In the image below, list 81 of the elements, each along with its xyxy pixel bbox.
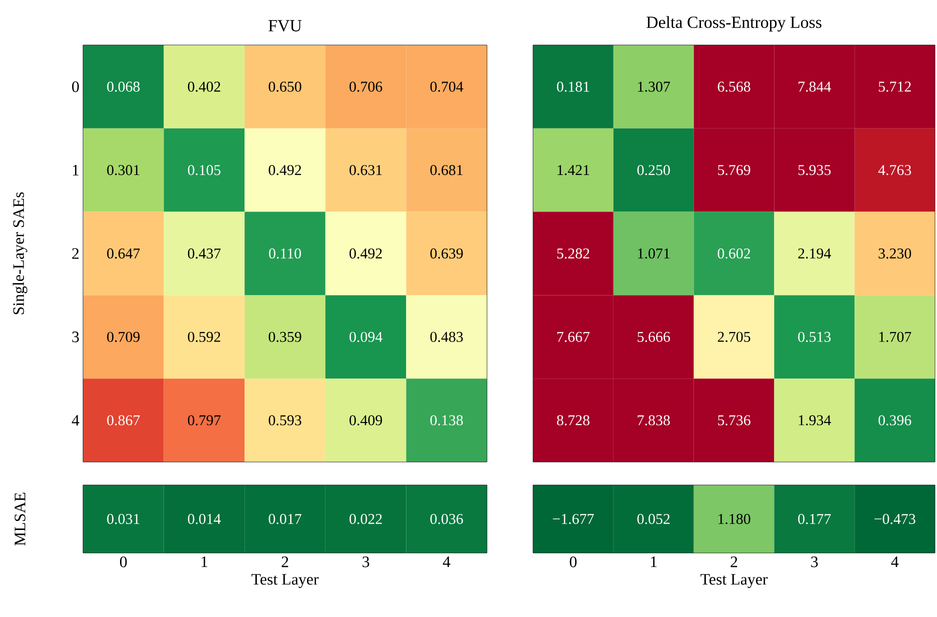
data-label: 0.602: [718, 248, 750, 259]
data-label: 0.704: [430, 82, 464, 92]
data-label: 0.181: [556, 82, 590, 92]
x-tick-label: 0: [570, 556, 577, 568]
data-label: 5.666: [638, 332, 670, 342]
data-label: 0.014: [188, 514, 221, 524]
data-label: 1.707: [879, 332, 912, 342]
data-label: 2.705: [718, 332, 750, 342]
data-label: 0.513: [798, 332, 831, 342]
data-label: 5.712: [878, 82, 911, 92]
data-label: 0.492: [350, 248, 382, 259]
data-label: 1.071: [638, 248, 670, 259]
data-label: 6.568: [718, 82, 750, 92]
data-label: 5.282: [557, 248, 590, 259]
data-label: 5.935: [798, 165, 831, 176]
y-tick-label: 1: [72, 164, 79, 176]
x-tick-label: 3: [362, 556, 370, 568]
data-label: 1.307: [638, 82, 670, 92]
x-tick-label: 4: [891, 556, 899, 568]
x-tick-label: 1: [651, 556, 657, 568]
data-label: 0.797: [188, 415, 221, 426]
x-tick-label: 4: [442, 556, 450, 568]
data-label: 0.094: [350, 332, 382, 342]
data-label: 0.022: [350, 514, 382, 524]
data-label: 0.650: [268, 82, 302, 92]
data-label: 0.036: [430, 514, 463, 524]
data-label: 0.301: [107, 165, 140, 176]
data-label: 1.934: [798, 415, 831, 426]
data-label: 0.359: [268, 332, 302, 342]
y-tick-label: 2: [72, 248, 79, 259]
data-label: 0.492: [268, 165, 301, 176]
x-tick-label: 1: [202, 556, 208, 568]
data-label: 0.631: [350, 165, 382, 176]
data-label: 1.180: [718, 514, 750, 524]
data-label: 0.409: [350, 415, 382, 426]
y-tick-label: 4: [72, 415, 80, 426]
y-tick-label: 3: [72, 332, 79, 342]
y-axis-title: MLSAE: [14, 492, 26, 546]
data-label: 0.105: [188, 165, 220, 176]
data-label: 0.402: [188, 82, 220, 92]
data-label: 0.068: [107, 82, 140, 92]
x-tick-label: 3: [811, 556, 818, 568]
data-label: 8.728: [556, 415, 590, 426]
data-label: 0.052: [637, 514, 670, 524]
data-label: 0.867: [107, 415, 140, 426]
data-label: 0.437: [188, 248, 221, 259]
data-label: 0.709: [107, 332, 140, 342]
data-label: 0.483: [430, 332, 463, 342]
x-axis-title: Test Layer: [700, 574, 768, 588]
data-label: 0.639: [430, 248, 463, 259]
data-label: 0.593: [268, 415, 302, 426]
data-label: 0.017: [268, 514, 302, 524]
data-label: 5.736: [718, 415, 750, 426]
data-label: 0.177: [798, 514, 831, 524]
x-tick-label: 2: [282, 556, 288, 568]
data-label: 0.250: [637, 165, 670, 176]
chart-title: FVU: [268, 20, 302, 32]
data-label: 0.138: [430, 415, 463, 426]
data-label: 5.769: [718, 165, 750, 176]
y-tick-label: 0: [72, 81, 79, 92]
data-label: 0.706: [350, 82, 382, 92]
data-label: 7.838: [638, 415, 670, 426]
chart-title: Delta Cross-Entropy Loss: [646, 16, 822, 32]
data-label: 0.647: [107, 248, 140, 259]
data-label: 2.194: [798, 248, 831, 259]
data-label: 7.844: [798, 82, 831, 92]
y-axis-title: Single-Layer SAEs: [12, 192, 28, 314]
data-label: 0.396: [878, 415, 912, 426]
x-tick-label: 2: [730, 556, 738, 568]
data-label: 7.667: [557, 332, 590, 342]
data-label: 0.031: [107, 514, 140, 524]
data-label: 4.763: [878, 165, 912, 176]
x-axis-title: Test Layer: [252, 574, 319, 588]
data-label: 3.230: [878, 248, 912, 259]
data-label: 0.592: [188, 332, 220, 342]
data-label: 0.681: [430, 165, 463, 176]
data-label: 0.110: [269, 248, 301, 259]
data-label: 1.421: [558, 165, 590, 176]
data-label: −0.473: [874, 514, 916, 524]
x-tick-label: 0: [120, 556, 127, 568]
data-label: −1.677: [552, 514, 594, 524]
